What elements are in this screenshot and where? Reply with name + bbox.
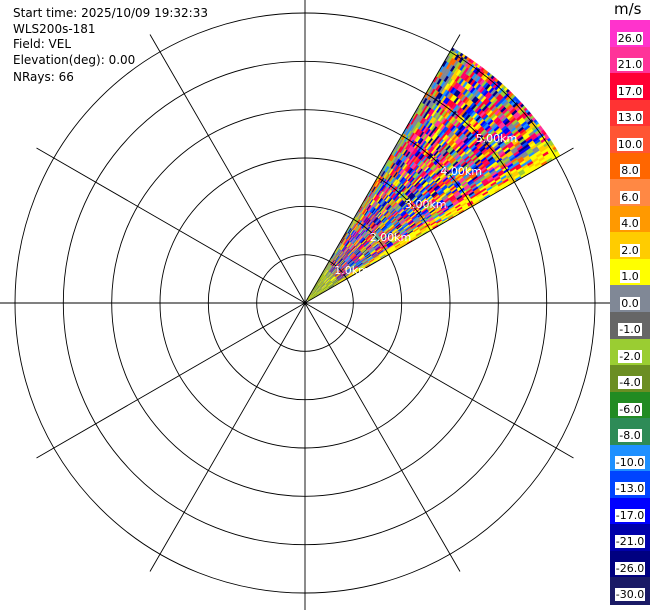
range-label: 4.00km <box>440 165 482 178</box>
colorbar-tick-label: 21.0 <box>616 58 644 72</box>
azimuth-spoke <box>304 302 461 572</box>
colorbar-tick-label: -10.0 <box>614 455 646 469</box>
azimuth-spoke <box>36 147 306 304</box>
colorbar-tick-label: -4.0 <box>618 376 642 390</box>
colorbar-tick-label: 6.0 <box>620 190 640 204</box>
colorbar-tick-label: -26.0 <box>614 561 646 575</box>
colorbar-tick-label: 17.0 <box>616 84 644 98</box>
velocity-sector <box>306 47 561 302</box>
colorbar-tick-label: 13.0 <box>616 111 644 125</box>
azimuth-spoke <box>36 302 306 459</box>
azimuth-spoke <box>149 34 306 304</box>
azimuth-spoke <box>304 302 574 459</box>
azimuth-spoke <box>149 302 306 572</box>
range-labels: 1.0km 2.00km 3.00km 4.00km 5.00km <box>334 132 517 277</box>
nrays-label: NRays: 66 <box>13 70 74 84</box>
colorbar-tick-label: 0.0 <box>620 296 640 310</box>
field-label: Field: VEL <box>13 37 72 51</box>
colorbar-tick-label: -21.0 <box>614 535 646 549</box>
colorbar-tick-label: -30.0 <box>614 588 646 601</box>
colorbar-tick-label: 2.0 <box>620 243 640 257</box>
range-label: 3.00km <box>405 198 447 211</box>
azimuth-spoke <box>304 34 461 304</box>
elevation-label: Elevation(deg): 0.00 <box>13 53 136 67</box>
colorbar-tick-label: 10.0 <box>616 137 644 151</box>
colorbar-tick-label: 26.0 <box>616 32 644 45</box>
colorbar-tick-label: 4.0 <box>620 217 640 231</box>
start-time-label: Start time: 2025/10/09 19:32:33 <box>13 6 208 20</box>
range-label: 5.00km <box>476 132 518 145</box>
range-label: 2.00km <box>370 231 412 244</box>
colorbar-tick-label: -6.0 <box>618 402 642 416</box>
station-label: WLS200s-181 <box>13 22 96 36</box>
azimuth-spoke <box>304 147 574 304</box>
colorbar-tick-label: 8.0 <box>620 164 640 178</box>
range-label: 1.0km <box>334 264 369 277</box>
colorbar-unit: m/s <box>614 0 642 18</box>
colorbar-tick-label: -13.0 <box>614 482 646 496</box>
colorbar-tick-label: -2.0 <box>618 349 642 363</box>
azimuth-spokes <box>0 0 615 610</box>
colorbar-tick-label: -17.0 <box>614 508 646 522</box>
colorbar-tick-label: 1.0 <box>620 270 640 284</box>
colorbar-tick-label: -8.0 <box>618 429 642 443</box>
colorbar-tick-label: -1.0 <box>618 323 642 337</box>
